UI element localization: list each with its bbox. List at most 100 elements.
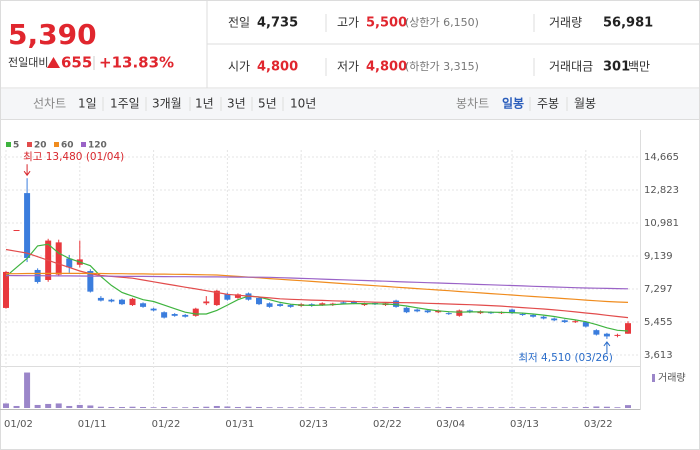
candle-body — [319, 303, 326, 306]
candle-body — [24, 193, 31, 258]
change-rate: +13.83% — [99, 54, 174, 72]
candle-body — [192, 308, 199, 316]
legend-label: 5 — [13, 141, 19, 151]
volume-bar — [13, 405, 20, 408]
y-tick-label: 3,613 — [644, 350, 673, 361]
annotation-label: 최고 13,480 (01/04) — [23, 151, 124, 163]
candle-body — [456, 310, 463, 316]
volume-bar — [45, 403, 52, 408]
volume-bar — [287, 407, 294, 408]
candle-body — [361, 303, 368, 306]
period-tab[interactable]: 1주일 — [110, 97, 140, 111]
volume-bar — [277, 407, 284, 408]
volume-bar — [171, 407, 178, 408]
period-tab[interactable]: 주봉 — [537, 97, 559, 111]
y-tick-label: 7,297 — [644, 284, 673, 295]
volume-bar — [625, 405, 631, 408]
period-tab[interactable]: 3개월 — [152, 97, 182, 111]
candle-body — [129, 298, 136, 306]
volume-bar — [572, 407, 579, 408]
volume-bar — [540, 407, 547, 408]
candle-body — [614, 334, 621, 336]
candle-body — [161, 312, 168, 318]
volume-bar — [509, 407, 516, 408]
price: 5,390 — [8, 18, 97, 51]
period-tab[interactable]: 10년 — [290, 97, 316, 111]
x-tick-label: 03/13 — [510, 419, 539, 430]
period-tab[interactable]: 5년 — [258, 97, 277, 111]
candle-body — [182, 314, 189, 317]
y-tick-label: 10,981 — [644, 218, 679, 229]
candle-body — [540, 316, 547, 319]
legend-swatch — [27, 142, 32, 147]
volume-bar — [192, 406, 199, 408]
change: 655 — [61, 54, 92, 72]
quote-value: 5,500 — [366, 16, 407, 31]
volume-bar — [129, 406, 136, 408]
candle-body — [572, 321, 579, 323]
legend-label: 120 — [88, 141, 107, 151]
volume-bar — [298, 407, 305, 408]
volume-bar — [414, 407, 421, 408]
volume-bar — [340, 407, 347, 408]
volume-bar — [224, 406, 231, 408]
quote-value: 4,800 — [257, 60, 298, 75]
volume-bar — [403, 406, 410, 408]
candle-body — [213, 290, 220, 306]
candle-body — [150, 308, 157, 311]
volume-bar — [213, 405, 220, 408]
volume-bar — [582, 406, 589, 408]
moving-average-line — [5, 243, 629, 332]
candle-body — [561, 320, 568, 323]
candle-body — [393, 300, 400, 307]
volume-bar — [435, 407, 442, 408]
quote-note: (하한가 3,315) — [405, 59, 479, 73]
volume-bar — [108, 406, 115, 408]
y-tick-label: 14,665 — [644, 152, 679, 163]
candle-body — [445, 313, 452, 315]
legend-label: 거래량 — [658, 372, 686, 384]
volume-bar — [3, 403, 9, 408]
volume-bar — [551, 407, 558, 408]
volume-bar — [87, 405, 94, 408]
tab-group-label: 선차트 — [33, 97, 66, 111]
candle-body — [424, 310, 431, 313]
annotation-label: 최저 4,510 (03/26) — [518, 352, 613, 364]
x-tick-label: 01/22 — [152, 419, 181, 430]
period-tab[interactable]: 월봉 — [574, 97, 596, 111]
candle-body — [97, 297, 104, 301]
candle-body — [350, 301, 357, 304]
volume-bar — [234, 406, 241, 408]
legend-swatch — [652, 374, 655, 382]
quote-value: 301 — [603, 60, 630, 75]
volume-bar — [393, 406, 400, 408]
candle-body — [551, 318, 558, 321]
period-tab[interactable]: 3년 — [227, 97, 246, 111]
period-tab[interactable]: 1일 — [78, 97, 97, 111]
volume-bar — [466, 407, 473, 408]
candle-body — [118, 299, 125, 305]
quote-label: 거래량 — [549, 16, 582, 30]
annotation-arrowhead — [23, 170, 31, 177]
candle-body — [530, 314, 537, 317]
quote-unit: 백만 — [628, 60, 650, 74]
volume-bar — [561, 407, 568, 408]
volume-bar — [519, 407, 526, 408]
x-tick-label: 02/22 — [373, 419, 402, 430]
quote-value: 4,800 — [366, 60, 407, 75]
volume-bar — [203, 406, 210, 408]
legend-swatch — [6, 142, 11, 147]
candle-body — [403, 307, 410, 313]
candle-body — [55, 242, 62, 275]
candle-body — [140, 303, 147, 307]
volume-bar — [319, 407, 326, 408]
period-tab[interactable]: 1년 — [195, 97, 214, 111]
volume-bar — [350, 407, 357, 408]
volume-bar — [34, 404, 41, 408]
period-tab[interactable]: 일봉 — [502, 97, 524, 111]
moving-average-line — [5, 274, 629, 290]
x-tick-label: 01/02 — [4, 419, 33, 430]
candle-body — [108, 299, 115, 302]
volume-bar — [55, 403, 62, 408]
